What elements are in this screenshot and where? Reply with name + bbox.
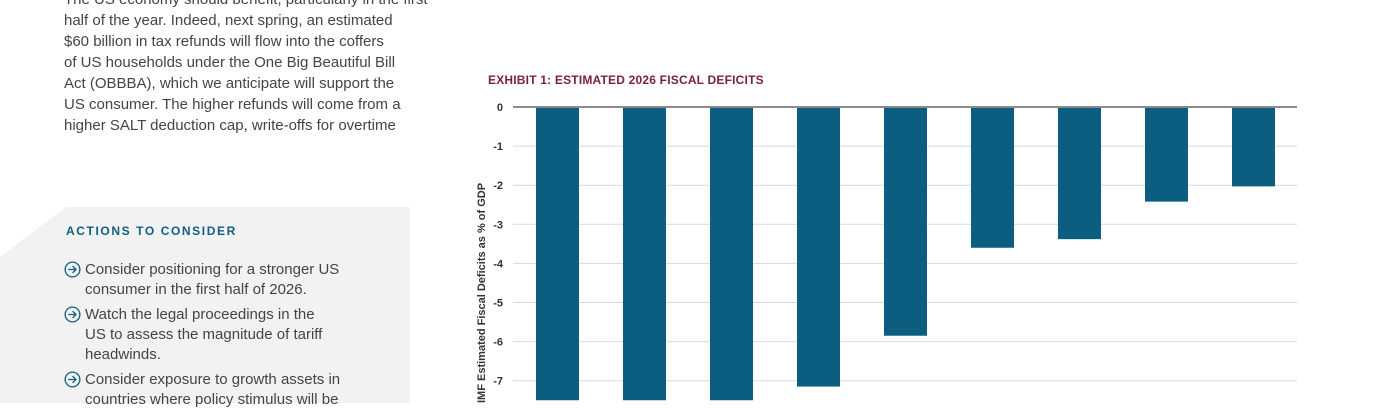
arrow-circle-right-icon [64,371,81,388]
y-tick-label: -1 [493,141,503,153]
exhibit-title: EXHIBIT 1: ESTIMATED 2026 FISCAL DEFICIT… [488,73,764,87]
bar [1145,108,1188,202]
arrow-circle-right-icon [64,261,81,278]
action-item: Consider positioning for a stronger US c… [64,260,364,300]
actions-panel [0,207,410,403]
body-line: US consumer. The higher refunds will com… [64,96,401,113]
action-text: Consider exposure to growth assets in [85,371,341,388]
bar [710,108,753,401]
bar [797,108,840,387]
action-item: Consider exposure to growth assets in co… [64,370,364,410]
body-line: Act (OBBBA), which we anticipate will su… [64,75,395,92]
actions-title: ACTIONS TO CONSIDER [66,224,237,238]
fiscal-deficit-bar-chart: 0 -1 -2 -3 -4 -5 -6 -7 [493,102,1297,401]
body-line: half of the year. Indeed, next spring, a… [64,12,393,29]
body-line: higher SALT deduction cap, write-offs fo… [64,117,396,134]
action-item: Watch the legal proceedings in the US to… [64,305,364,365]
action-text: Consider positioning for a stronger US [85,261,340,278]
action-text: consumer in the first half of 2026. [85,281,307,298]
bar [971,108,1014,248]
y-tick-label: -2 [493,180,503,192]
y-tick-label: -3 [493,219,503,231]
body-paragraph: The US economy should benefit, particula… [64,0,428,136]
bar [1058,108,1101,240]
bar [884,108,927,336]
y-tick-label: -5 [493,298,503,310]
body-line: $60 billion in tax refunds will flow int… [64,33,384,50]
action-text: headwinds. [85,346,161,363]
action-text: countries where policy stimulus will be [85,391,339,408]
bar [623,108,666,401]
bar [536,108,579,401]
y-tick-label: -4 [493,258,504,270]
actions-list: Consider positioning for a stronger US c… [64,260,364,415]
body-line: of US households under the One Big Beaut… [64,54,396,71]
bar [1232,108,1275,187]
action-text: US to assess the magnitude of tariff [85,326,323,343]
body-line: The US economy should benefit, particula… [64,0,428,10]
y-tick-label: -6 [493,337,503,349]
action-text: Watch the legal proceedings in the [85,306,315,323]
y-tick-label: -7 [493,376,503,388]
arrow-circle-right-icon [64,306,81,323]
y-tick-label: 0 [497,102,503,114]
